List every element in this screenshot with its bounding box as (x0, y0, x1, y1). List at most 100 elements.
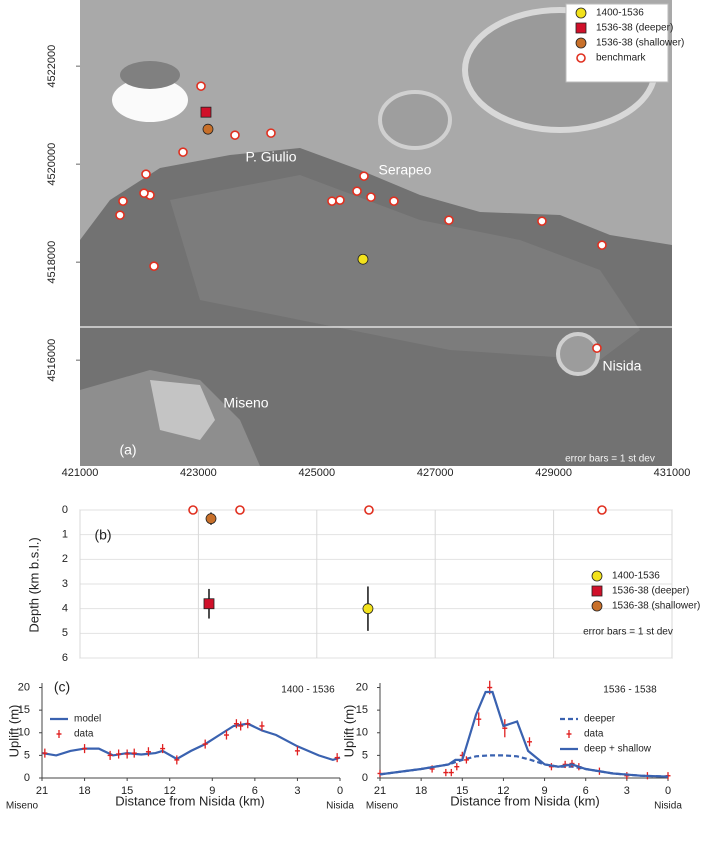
data-point (178, 147, 188, 157)
y-axis-title: Uplift (m) (341, 705, 356, 758)
y-tick-label: 4520000 (46, 143, 58, 186)
x-tick-label: 18 (78, 785, 90, 797)
data-point (139, 188, 149, 198)
data-point (364, 505, 374, 515)
y-tick-label: 2 (62, 553, 68, 565)
x-tick-label: 0 (665, 785, 671, 797)
legend-swatch (576, 53, 586, 63)
legend-label: 1400-1536 (612, 571, 660, 582)
x-tick-label: 12 (164, 785, 176, 797)
y-axis-title: Uplift (m) (6, 705, 21, 758)
data-point (537, 216, 547, 226)
y-tick-label: 4 (62, 603, 68, 615)
place-label: P. Giulio (245, 149, 296, 165)
y-tick-label: 10 (18, 727, 30, 739)
data-point (149, 261, 159, 271)
x-tick-label: 9 (209, 785, 215, 797)
x-tick-label: 431000 (654, 467, 691, 479)
x-tick-label: 21 (36, 785, 48, 797)
y-tick-label: 4518000 (46, 241, 58, 284)
x-end-label: Miseno (366, 801, 399, 812)
panel-label: (a) (119, 442, 136, 458)
place-label: Miseno (223, 395, 268, 411)
y-tick-label: 5 (62, 627, 68, 639)
legend-swatch (591, 585, 603, 597)
data-point (235, 505, 245, 515)
x-tick-label: 425000 (298, 467, 335, 479)
panel-subtitle: 1400 - 1536 (281, 685, 335, 696)
data-point (115, 210, 125, 220)
x-axis-title: Distance from Nisida (km) (115, 793, 265, 808)
legend-label: 1536-38 (deeper) (596, 23, 673, 34)
x-tick-label: 12 (497, 785, 509, 797)
y-tick-label: 10 (356, 727, 368, 739)
place-label: Nisida (603, 358, 642, 374)
legend-label: 1536-38 (deeper) (612, 586, 689, 597)
y-tick-label: 4516000 (46, 339, 58, 382)
legend-label: 1536-38 (shallower) (612, 601, 700, 612)
data-point (266, 128, 276, 138)
data-point (362, 603, 374, 615)
legend-label: 1400-1536 (596, 8, 644, 19)
x-tick-label: 21 (374, 785, 386, 797)
legend-label: benchmark (596, 53, 646, 64)
series-line (379, 690, 669, 778)
series-line (379, 754, 669, 778)
y-tick-label: 3 (62, 578, 68, 590)
y-tick-label: 5 (362, 749, 368, 761)
data-point (597, 240, 607, 250)
legend-label: deeper (584, 714, 616, 725)
y-axis-title: Depth (km b.s.l.) (26, 537, 41, 632)
y-tick-label: 15 (18, 704, 30, 716)
x-tick-label: 421000 (62, 467, 99, 479)
data-point (327, 196, 337, 206)
note: error bars = 1 st dev (565, 454, 655, 465)
data-point (352, 186, 362, 196)
series-line (41, 722, 341, 762)
data-point (200, 106, 212, 118)
shelf (170, 175, 640, 360)
y-tick-label: 1 (62, 529, 68, 541)
y-tick-label: 4522000 (46, 45, 58, 88)
legend-label: deep + shallow (584, 744, 652, 755)
crater (120, 61, 180, 89)
data-point (188, 505, 198, 515)
x-tick-label: 3 (294, 785, 300, 797)
x-tick-label: 3 (624, 785, 630, 797)
lake (112, 78, 188, 122)
data-point (202, 123, 214, 135)
note: error bars = 1 st dev (583, 627, 673, 638)
legend-swatch (591, 600, 603, 612)
legend-label: 1536-38 (shallower) (596, 38, 684, 49)
panel-label: (b) (94, 527, 111, 543)
data-point (205, 513, 217, 525)
y-tick-label: 0 (24, 772, 30, 784)
data-point (359, 171, 369, 181)
legend-label: data (584, 729, 604, 740)
x-tick-label: 9 (542, 785, 548, 797)
legend-swatch (575, 37, 587, 49)
data-point (366, 192, 376, 202)
x-tick-label: 6 (252, 785, 258, 797)
legend-swatch (575, 22, 587, 34)
nisida-island (556, 332, 600, 376)
x-tick-label: 15 (121, 785, 133, 797)
x-tick-label: 427000 (417, 467, 454, 479)
crater (378, 90, 452, 150)
x-end-label: Miseno (6, 801, 39, 812)
y-tick-label: 20 (18, 681, 30, 693)
x-end-label: Nisida (326, 801, 354, 812)
data-point (203, 598, 215, 610)
data-point (444, 215, 454, 225)
x-tick-label: 423000 (180, 467, 217, 479)
y-tick-label: 0 (62, 504, 68, 516)
x-axis-title: Distance from Nisida (km) (450, 793, 600, 808)
y-tick-label: 20 (356, 681, 368, 693)
y-tick-label: 6 (62, 652, 68, 664)
data-point (592, 343, 602, 353)
y-tick-label: 0 (362, 772, 368, 784)
data-point (141, 169, 151, 179)
place-label: Serapeo (379, 162, 432, 178)
miseno-cape (150, 380, 215, 440)
